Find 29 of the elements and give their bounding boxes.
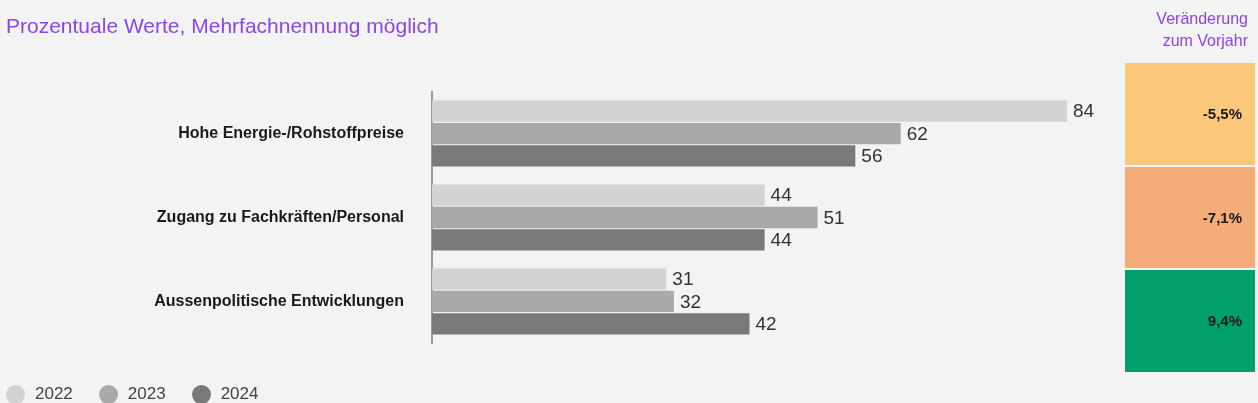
y-tick-label: Aussenpolitische Entwicklungen xyxy=(154,291,404,309)
data-label: 44 xyxy=(770,229,793,251)
bar xyxy=(432,184,765,206)
text: Prozentuale Werte, Mehrfachnennung möglich xyxy=(6,14,439,38)
data-label: 56 xyxy=(861,145,883,167)
legend-label: 2022 xyxy=(35,384,73,403)
data-label: 32 xyxy=(679,290,702,312)
bar xyxy=(432,206,818,229)
bar xyxy=(432,290,674,313)
data-label: 44 xyxy=(770,184,793,206)
data-label: 62 xyxy=(906,122,928,144)
bar xyxy=(432,100,1067,122)
text: -5,5% xyxy=(1202,103,1242,124)
text: -7,1% xyxy=(1202,207,1242,228)
y-tick-label: Zugang zu Fachkräften/Personal xyxy=(156,207,404,225)
bar xyxy=(432,122,901,145)
data-label: 84 xyxy=(1073,100,1095,122)
text: 9,4% xyxy=(1207,311,1242,332)
bar xyxy=(432,229,765,251)
data-label: 51 xyxy=(823,206,845,228)
bar xyxy=(432,145,856,167)
data-label: 31 xyxy=(672,268,694,290)
data-label: 42 xyxy=(755,313,777,335)
text: Veränderung zum Vorjahr xyxy=(1155,9,1248,51)
y-tick-label: Hohe Energie-/Rohstoffpreise xyxy=(178,123,405,141)
bar xyxy=(432,313,750,335)
legend-label: 2023 xyxy=(127,384,166,403)
bar xyxy=(432,268,667,290)
legend-label: 2024 xyxy=(220,384,259,403)
